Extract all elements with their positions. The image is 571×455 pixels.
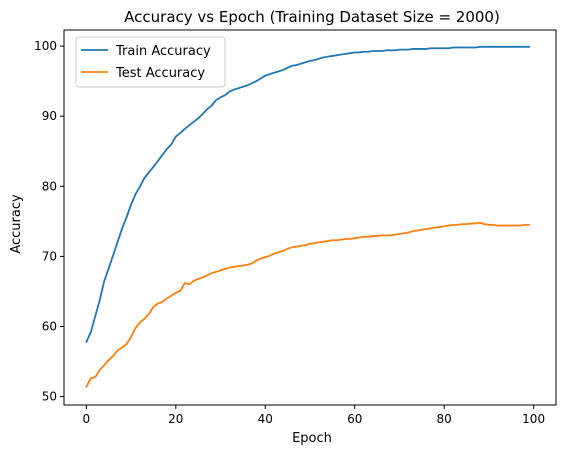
x-tick-label: 100 — [522, 412, 545, 426]
y-tick-label: 100 — [34, 39, 57, 53]
legend-label-test: Test Accuracy — [115, 66, 205, 81]
x-tick-label: 20 — [168, 412, 183, 426]
series-lines — [85, 45, 531, 388]
legend: Train Accuracy Test Accuracy — [75, 36, 226, 88]
y-tick-label: 90 — [42, 109, 57, 123]
x-axis-label: Epoch — [292, 431, 332, 446]
y-tick-label: 60 — [42, 319, 57, 333]
x-axis-ticks: 0 20 40 60 80 100 — [83, 405, 545, 426]
y-tick-label: 70 — [42, 249, 57, 263]
plot-area: 0 20 40 60 80 100 50 60 70 80 90 100 — [34, 29, 557, 426]
x-tick-label: 80 — [437, 412, 452, 426]
plot-frame — [63, 29, 557, 406]
y-axis-ticks: 50 60 70 80 90 100 — [34, 39, 64, 404]
x-tick-label: 0 — [83, 412, 91, 426]
x-tick-label: 60 — [347, 412, 362, 426]
y-axis-label: Accuracy — [9, 194, 24, 254]
legend-box — [75, 36, 226, 88]
series-line-train-accuracy — [85, 45, 531, 343]
y-tick-label: 80 — [42, 179, 57, 193]
chart-title: Accuracy vs Epoch (Training Dataset Size… — [124, 8, 500, 26]
series-line-test-accuracy — [85, 221, 531, 388]
legend-label-train: Train Accuracy — [115, 44, 211, 59]
y-tick-label: 50 — [42, 390, 57, 404]
x-tick-label: 40 — [258, 412, 273, 426]
